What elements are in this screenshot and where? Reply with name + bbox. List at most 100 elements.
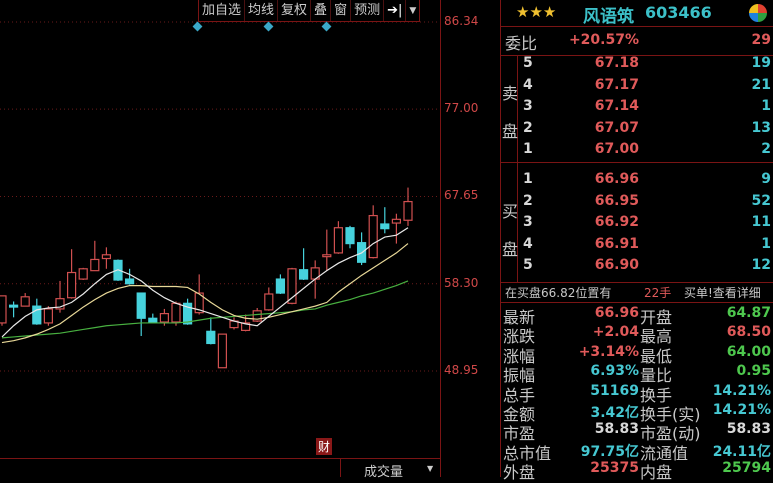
- candle[interactable]: [78, 267, 88, 280]
- divider: [501, 302, 773, 303]
- candle[interactable]: [391, 213, 401, 244]
- candle[interactable]: [0, 295, 7, 326]
- candle-body: [391, 218, 401, 224]
- candle[interactable]: [403, 187, 413, 226]
- candle[interactable]: [217, 333, 227, 369]
- candle[interactable]: [345, 225, 355, 249]
- candle[interactable]: [55, 280, 65, 313]
- price: 66.91: [594, 235, 639, 252]
- stat-value: 25375: [590, 460, 639, 477]
- stat-label: 涨跌: [503, 327, 536, 347]
- triangle-down-icon[interactable]: ▼: [427, 464, 434, 473]
- candle-body: [275, 278, 285, 294]
- level: 2: [523, 119, 533, 136]
- price-tick: 67.65: [444, 188, 479, 203]
- candle-body: [194, 292, 204, 314]
- candle[interactable]: [264, 287, 274, 311]
- price: 66.92: [594, 214, 639, 230]
- candle[interactable]: [66, 249, 77, 299]
- notice-text: 在买盘66.82位置有: [505, 286, 612, 300]
- stat-value: 58.83: [594, 421, 639, 438]
- candle[interactable]: [299, 248, 309, 280]
- candle[interactable]: [136, 292, 146, 336]
- candle[interactable]: [183, 298, 193, 325]
- kline-chart[interactable]: [0, 0, 440, 477]
- axis-divider: [440, 0, 441, 477]
- stat-label: 振幅: [503, 366, 536, 386]
- volume: 1: [761, 98, 771, 114]
- stat-value: 97.75亿: [580, 443, 639, 460]
- level: 3: [523, 214, 533, 230]
- candle[interactable]: [241, 314, 251, 332]
- candle-body: [380, 223, 390, 230]
- candle[interactable]: [171, 301, 181, 326]
- volume: 19: [751, 55, 771, 71]
- stat-value: 58.83: [726, 421, 771, 438]
- browser-logo-icon[interactable]: [749, 4, 767, 22]
- candle[interactable]: [9, 301, 19, 318]
- arrow-right-bar-icon[interactable]: ➔|: [384, 0, 407, 21]
- stat-label: 总市值: [503, 443, 552, 463]
- price: 67.17: [594, 76, 639, 93]
- candle[interactable]: [90, 240, 100, 272]
- stat-value: 64.00: [726, 343, 771, 360]
- candle[interactable]: [43, 306, 54, 326]
- volume-divider: [0, 458, 440, 459]
- ma5-line: [1, 227, 409, 338]
- add-watchlist-button[interactable]: 加自选: [199, 0, 246, 21]
- candle[interactable]: [101, 247, 112, 269]
- candle[interactable]: [333, 221, 343, 254]
- candle[interactable]: [275, 274, 285, 294]
- candle-body: [90, 258, 100, 272]
- level: 4: [523, 235, 533, 252]
- candle-body: [264, 293, 274, 311]
- candle-body: [159, 312, 169, 323]
- forecast-button[interactable]: 预测: [351, 0, 385, 21]
- candle[interactable]: [287, 267, 297, 305]
- candle-body: [217, 333, 227, 369]
- stat-value: 14.21%: [712, 382, 771, 399]
- candle[interactable]: [357, 232, 367, 266]
- candle-body: [368, 214, 378, 259]
- stat-label: 涨幅: [503, 346, 536, 366]
- stat-label: 量比: [640, 366, 673, 386]
- candle[interactable]: [368, 205, 378, 259]
- volume: 2: [761, 141, 771, 157]
- candle[interactable]: [124, 268, 135, 285]
- stat-label: 市盈(动): [640, 424, 701, 444]
- volume: 9: [761, 171, 771, 187]
- volume-label[interactable]: 成交量: [364, 465, 404, 480]
- candle-body: [333, 227, 343, 254]
- stat-value: +3.14%: [578, 343, 639, 360]
- candle[interactable]: [380, 207, 390, 234]
- candle-body: [148, 317, 158, 323]
- candle-body: [206, 330, 216, 345]
- candle-body: [171, 302, 181, 323]
- candle[interactable]: [32, 298, 42, 325]
- volume: 11: [751, 214, 771, 230]
- divider: [501, 162, 773, 163]
- candle[interactable]: [322, 229, 332, 271]
- candle[interactable]: [20, 293, 30, 307]
- stat-label: 外盘: [503, 463, 536, 483]
- candle[interactable]: [206, 317, 216, 345]
- finance-badge[interactable]: 财: [316, 438, 333, 455]
- triangle-down-icon[interactable]: ▼: [409, 6, 417, 16]
- ma-button[interactable]: 均线: [245, 0, 279, 21]
- panel-divider: [500, 0, 501, 477]
- candle[interactable]: [229, 317, 239, 330]
- window-button[interactable]: 窗: [331, 0, 352, 21]
- candle-body: [322, 254, 332, 258]
- ma10-line: [1, 243, 409, 344]
- stat-value: +2.04: [592, 324, 639, 341]
- candle-body: [299, 269, 309, 280]
- buy-label: 盘: [502, 240, 519, 259]
- adjust-button[interactable]: 复权: [278, 0, 312, 21]
- overlay-button[interactable]: 叠: [311, 0, 332, 21]
- volume: 1: [761, 235, 771, 252]
- stock-name: 风语筑: [583, 7, 634, 27]
- level: 5: [523, 55, 533, 71]
- candle-body: [252, 310, 262, 322]
- candle[interactable]: [148, 313, 158, 323]
- notice-link[interactable]: 买单!查看详细: [684, 286, 761, 300]
